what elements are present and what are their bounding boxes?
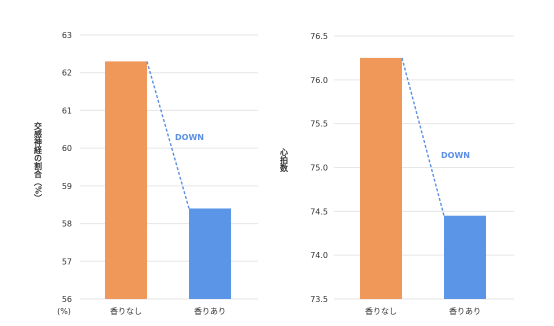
left-bars: [105, 61, 231, 300]
right-trend-line: [401, 57, 445, 216]
y-tick-label: 62: [62, 69, 72, 78]
y-tick-label: 61: [62, 106, 72, 115]
right-down-annotation: DOWN: [441, 151, 470, 160]
y-tick-label: 75.5: [310, 120, 328, 129]
y-tick-label: 57: [62, 257, 72, 266]
x-category-label: 香りなし: [365, 306, 397, 316]
y-tick-label: 73.5: [310, 295, 328, 304]
right-y-ticks: 73.5 74.0 74.5 75.0 75.5 76.0 76.5: [310, 32, 328, 304]
y-tick-label: 63: [62, 31, 72, 40]
y-tick-label: 74.0: [310, 251, 328, 260]
chart-sympathetic-ratio: 56 57 58 59 60 61 62 63 DOWN 香りなし 香りあり (%) 交感神経の…: [33, 31, 258, 316]
y-tick-label: 59: [62, 182, 72, 191]
left-down-annotation: DOWN: [175, 133, 204, 142]
y-tick-label: 56: [62, 295, 72, 304]
left-x-unit-label: (%): [57, 307, 71, 316]
x-category-label: 香りあり: [194, 306, 226, 316]
x-category-label: 香りなし: [110, 306, 142, 316]
left-trend-line: [146, 61, 190, 209]
left-x-categories: 香りなし 香りあり: [110, 306, 226, 316]
right-y-axis-label: 心拍数: [279, 147, 289, 173]
y-tick-label: 58: [62, 220, 72, 229]
y-tick-label: 60: [62, 144, 72, 153]
right-bars: [360, 57, 486, 299]
y-tick-label: 76.0: [310, 76, 328, 85]
bar: [189, 208, 231, 299]
left-y-ticks: 56 57 58 59 60 61 62 63: [62, 31, 72, 304]
left-y-axis-label: 交感神経の割合（%）: [33, 121, 43, 202]
y-tick-label: 74.5: [310, 207, 328, 216]
bar: [360, 57, 402, 299]
bar: [105, 61, 147, 300]
chart-heart-rate: 73.574.074.575.075.576.076.5 DOWN 香りなし 香り…: [279, 32, 514, 316]
bar: [444, 215, 486, 299]
y-tick-label: 75.0: [310, 164, 328, 173]
y-tick-label: 76.5: [310, 32, 328, 41]
x-category-label: 香りあり: [449, 306, 481, 316]
right-x-categories: 香りなし 香りあり: [365, 306, 481, 316]
